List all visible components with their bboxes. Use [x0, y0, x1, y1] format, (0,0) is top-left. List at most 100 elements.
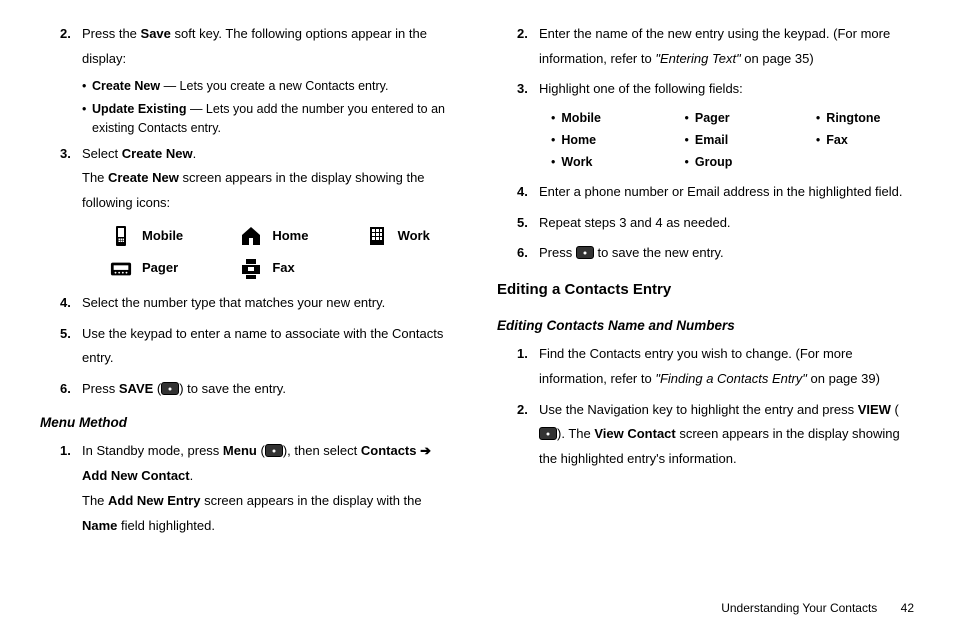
text: Select	[82, 146, 122, 161]
text: on page 39)	[807, 371, 880, 386]
options-bullets: • Create New — Lets you create a new Con…	[82, 77, 457, 137]
icon-grid: Mobile Home Work Pager	[110, 224, 457, 281]
left-step-2: 2. Press the Save soft key. The followin…	[60, 22, 457, 71]
pager-icon	[110, 258, 132, 280]
label: Work	[561, 152, 592, 172]
text: field highlighted.	[117, 518, 215, 533]
step-number: 2.	[517, 22, 539, 71]
ok-key-icon	[265, 444, 283, 457]
footer-title: Understanding Your Contacts	[721, 601, 877, 615]
edit-step-1: 1. Find the Contacts entry you wish to c…	[517, 342, 914, 391]
field-work: •Work	[551, 152, 635, 172]
step-number: 4.	[60, 291, 82, 316]
step-body: Highlight one of the following fields:	[539, 77, 914, 102]
text: on page 35)	[741, 51, 814, 66]
bullet-dot: •	[82, 100, 92, 138]
text: Press	[539, 245, 576, 260]
step-number: 2.	[517, 398, 539, 472]
edit-step-2: 2. Use the Navigation key to highlight t…	[517, 398, 914, 472]
entering-text-ref: "Entering Text"	[655, 51, 740, 66]
icon-work: Work	[366, 224, 457, 249]
icon-fax: Fax	[240, 256, 335, 281]
right-step-2: 2. Enter the name of the new entry using…	[517, 22, 914, 71]
ok-key-icon	[539, 427, 557, 440]
step-body: Select the number type that matches your…	[82, 291, 457, 316]
menu-label: Menu	[223, 443, 257, 458]
left-step-4: 4. Select the number type that matches y…	[60, 291, 457, 316]
add-new-entry-label: Add New Entry	[108, 493, 200, 508]
step-number: 5.	[60, 322, 82, 371]
text: ) to save the entry.	[179, 381, 286, 396]
field-fax: •Fax	[816, 130, 914, 150]
field-list: •Mobile •Pager •Ringtone •Home •Email •F…	[551, 108, 914, 172]
text: .	[190, 468, 194, 483]
step-body: Press to save the new entry.	[539, 241, 914, 266]
left-step-6: 6. Press SAVE () to save the entry.	[60, 377, 457, 402]
field-ringtone: •Ringtone	[816, 108, 914, 128]
step-body: Select Create New. The Create New screen…	[82, 142, 457, 216]
line2: The Create New screen appears in the dis…	[82, 166, 457, 215]
label: Group	[695, 152, 733, 172]
bullet-update-existing: • Update Existing — Lets you add the num…	[82, 100, 457, 138]
text: Use the Navigation key to highlight the …	[539, 402, 858, 417]
right-step-3: 3. Highlight one of the following fields…	[517, 77, 914, 102]
text: The	[82, 493, 108, 508]
label: Pager	[695, 108, 730, 128]
text: ), then select	[283, 443, 361, 458]
step-body: Find the Contacts entry you wish to chan…	[539, 342, 914, 391]
bullet-text: Create New — Lets you create a new Conta…	[92, 77, 388, 96]
text: to save the new entry.	[594, 245, 724, 260]
finding-contacts-ref: "Finding a Contacts Entry"	[655, 371, 807, 386]
page-number: 42	[901, 601, 914, 615]
bold: Update Existing	[92, 102, 186, 116]
editing-contacts-heading: Editing a Contacts Entry	[497, 276, 914, 305]
work-icon	[366, 225, 388, 247]
label: Fax	[826, 130, 848, 150]
field-mobile: •Mobile	[551, 108, 635, 128]
label: Home	[272, 224, 308, 249]
text: (	[257, 443, 265, 458]
step-number: 2.	[60, 22, 82, 71]
label: Mobile	[142, 224, 183, 249]
right-step-6: 6. Press to save the new entry.	[517, 241, 914, 266]
step-body: Enter the name of the new entry using th…	[539, 22, 914, 71]
left-step-5: 5. Use the keypad to enter a name to ass…	[60, 322, 457, 371]
step-number: 3.	[517, 77, 539, 102]
save-label: Save	[141, 26, 171, 41]
step-body: Enter a phone number or Email address in…	[539, 180, 914, 205]
right-step-4: 4. Enter a phone number or Email address…	[517, 180, 914, 205]
label: Email	[695, 130, 728, 150]
create-new-label: Create New	[108, 170, 179, 185]
field-email: •Email	[685, 130, 766, 150]
menu-method-step-1: 1. In Standby mode, press Menu (), then …	[60, 439, 457, 538]
ok-key-icon	[576, 246, 594, 259]
step-number: 1.	[60, 439, 82, 538]
step-body: Press SAVE ( ) to save the entry.	[82, 377, 457, 402]
line2: The Add New Entry screen appears in the …	[82, 489, 457, 538]
field-group: •Group	[685, 152, 766, 172]
text: Press	[82, 381, 119, 396]
arrow-icon: ➔	[420, 443, 431, 458]
left-step-3: 3. Select Create New. The Create New scr…	[60, 142, 457, 216]
field-home: •Home	[551, 130, 635, 150]
icon-mobile: Mobile	[110, 224, 210, 249]
mobile-icon	[110, 225, 132, 247]
save-label: SAVE	[119, 381, 153, 396]
ok-key-icon	[161, 382, 179, 395]
text: The	[82, 170, 108, 185]
view-contact-label: View Contact	[594, 426, 675, 441]
bullet-dot: •	[82, 77, 92, 96]
step-number: 6.	[517, 241, 539, 266]
view-label: VIEW	[858, 402, 891, 417]
step-number: 5.	[517, 211, 539, 236]
step-body: Use the keypad to enter a name to associ…	[82, 322, 457, 371]
text: (	[153, 381, 161, 396]
icon-pager: Pager	[110, 256, 210, 281]
step-body: Press the Save soft key. The following o…	[82, 22, 457, 71]
editing-contacts-subheading: Editing Contacts Name and Numbers	[497, 313, 914, 339]
text: ). The	[557, 426, 594, 441]
page-footer: Understanding Your Contacts 42	[721, 597, 914, 620]
field-pager: •Pager	[685, 108, 766, 128]
icon-home: Home	[240, 224, 335, 249]
label: Home	[561, 130, 596, 150]
